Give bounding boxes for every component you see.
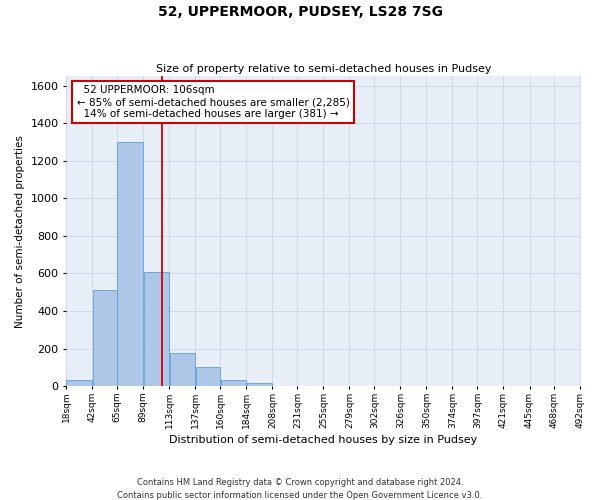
Title: Size of property relative to semi-detached houses in Pudsey: Size of property relative to semi-detach… [155,64,491,74]
Bar [67,380,92,386]
Text: 52, UPPERMOOR, PUDSEY, LS28 7SG: 52, UPPERMOOR, PUDSEY, LS28 7SG [157,5,443,19]
Bar [221,380,246,386]
Text: Contains HM Land Registry data © Crown copyright and database right 2024.
Contai: Contains HM Land Registry data © Crown c… [118,478,482,500]
Bar [247,382,272,386]
Bar [92,290,117,386]
Bar [118,142,143,386]
Y-axis label: Number of semi-detached properties: Number of semi-detached properties [15,134,25,328]
Text: 52 UPPERMOOR: 106sqm  
← 85% of semi-detached houses are smaller (2,285)
  14% o: 52 UPPERMOOR: 106sqm ← 85% of semi-detac… [77,86,349,118]
Bar [170,354,195,386]
Bar [143,272,169,386]
X-axis label: Distribution of semi-detached houses by size in Pudsey: Distribution of semi-detached houses by … [169,435,478,445]
Bar [196,368,220,386]
